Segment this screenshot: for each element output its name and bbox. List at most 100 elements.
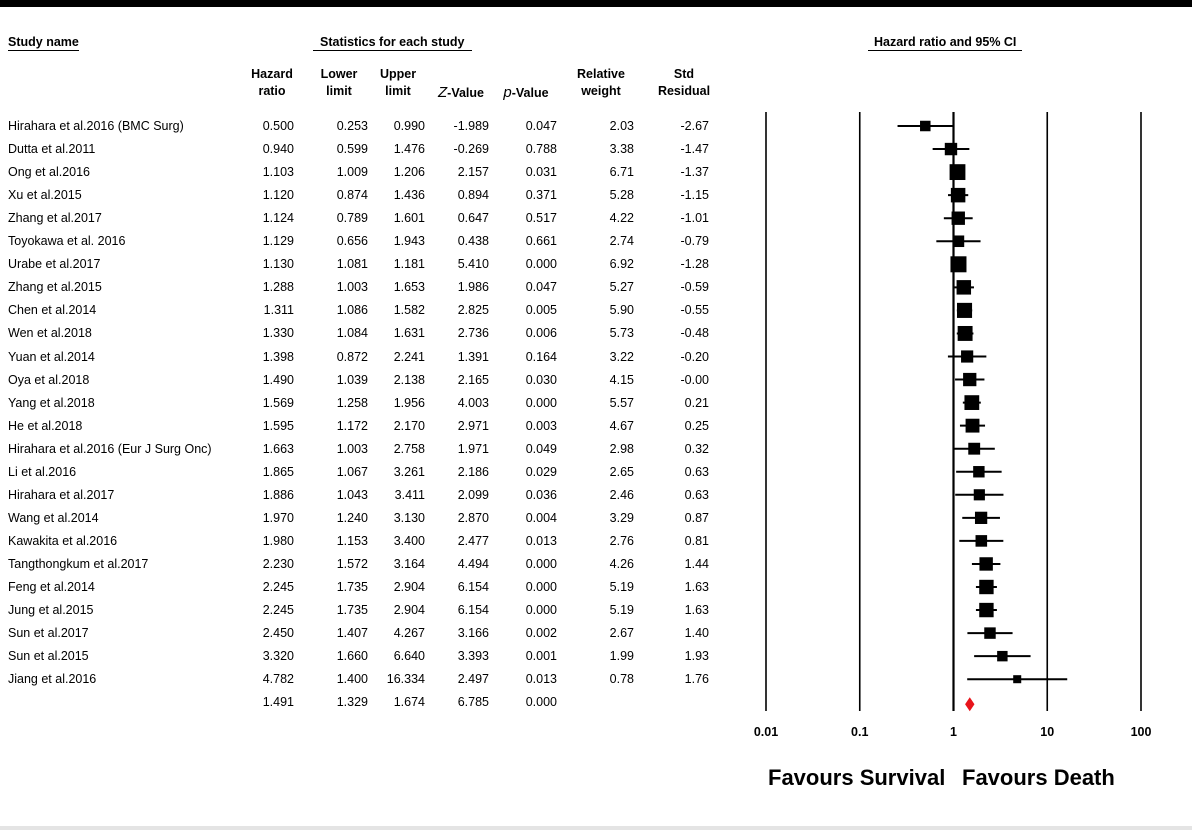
cell-hr: 1.288 — [262, 280, 294, 295]
cell-p: 0.029 — [525, 464, 557, 479]
cell-upper: 0.990 — [393, 119, 425, 133]
cell-resid: -1.01 — [680, 211, 710, 226]
cell-resid: -1.15 — [680, 188, 710, 203]
cell-upper: 2.170 — [393, 418, 425, 433]
cell-upper: 3.261 — [393, 464, 425, 479]
study-name: Tangthongkum et al.2017 — [8, 556, 149, 571]
cell-resid: -0.20 — [680, 349, 710, 364]
cell-z: 0.894 — [457, 188, 489, 203]
cell-p: 0.030 — [525, 372, 557, 387]
cell-z: 6.154 — [457, 580, 489, 594]
study-marker — [950, 256, 967, 273]
cell-hr: 1.886 — [262, 487, 294, 502]
column-header-resid: Std Residual — [644, 66, 724, 100]
cell-p: 0.047 — [525, 119, 557, 133]
study-marker — [975, 535, 988, 547]
study-name: Dutta et al.2011 — [8, 142, 96, 157]
cell-weight: 5.90 — [609, 303, 634, 318]
pooled-diamond — [965, 697, 975, 712]
column-header-z-symbol: Z — [438, 84, 448, 101]
column-header-lower-line1: Lower — [320, 67, 358, 81]
cell-p: 0.371 — [525, 188, 557, 203]
study-name: Xu et al.2015 — [8, 188, 82, 203]
cell-lower: 0.253 — [336, 119, 368, 133]
cell-weight: 3.29 — [609, 510, 634, 525]
study-marker — [974, 511, 988, 524]
cell-upper: 2.904 — [393, 603, 425, 618]
cell-upper: 2.904 — [393, 580, 425, 594]
cell-z: 2.825 — [457, 303, 489, 318]
cell-weight: 5.27 — [609, 280, 634, 295]
study-name-header: Study name — [8, 35, 79, 51]
cell-weight: 3.38 — [609, 142, 634, 157]
column-header-weight-line2: weight — [581, 84, 621, 98]
cell-lower: 1.172 — [336, 418, 368, 433]
cell-lower: 1.009 — [336, 165, 368, 180]
x-tick-label: 0.01 — [754, 725, 778, 739]
study-name: Toyokawa et al. 2016 — [8, 234, 126, 249]
cell-lower: 0.599 — [336, 142, 368, 157]
study-marker — [973, 466, 985, 478]
study-name: Urabe et al.2017 — [8, 257, 101, 272]
cell-upper: 2.758 — [393, 441, 425, 456]
cell-resid: 1.93 — [684, 649, 709, 664]
study-marker — [979, 557, 993, 571]
cell-p: 0.517 — [525, 211, 557, 226]
cell-hr: 1.569 — [262, 395, 294, 410]
cell-upper: 1.206 — [393, 165, 425, 180]
cell-p: 0.000 — [525, 257, 557, 272]
cell-hr: 1.103 — [262, 165, 294, 180]
study-marker — [951, 211, 965, 225]
study-marker — [963, 372, 977, 387]
favours-survival-label: Favours Survival — [768, 765, 946, 790]
cell-hr: 1.970 — [262, 510, 294, 525]
cell-hr: 2.450 — [262, 626, 294, 641]
cell-weight: 5.19 — [609, 603, 634, 618]
cell-weight: 3.22 — [609, 349, 634, 364]
cell-lower: 1.572 — [336, 556, 368, 571]
cell-hr: 2.230 — [262, 556, 294, 571]
cell-resid: -0.59 — [680, 280, 710, 295]
study-marker — [1013, 675, 1022, 684]
cell-lower: 0.656 — [336, 234, 368, 249]
column-header-z: Z-Value — [421, 84, 501, 102]
study-marker — [973, 489, 985, 501]
cell-p: 0.000 — [525, 556, 557, 571]
study-name: Sun et al.2017 — [8, 626, 89, 641]
cell-p: 0.004 — [525, 510, 557, 525]
summary-z: 6.785 — [457, 695, 489, 710]
cell-z: 4.494 — [457, 556, 489, 571]
cell-weight: 5.19 — [609, 580, 634, 594]
cell-p: 0.013 — [525, 533, 557, 548]
cell-p: 0.164 — [525, 349, 557, 364]
cell-resid: 0.25 — [684, 418, 709, 433]
cell-z: 4.003 — [457, 395, 489, 410]
cell-upper: 3.400 — [393, 533, 425, 548]
cell-resid: -1.28 — [680, 257, 710, 272]
cell-weight: 5.57 — [609, 395, 634, 410]
column-header-resid-line2: Residual — [657, 84, 711, 98]
cell-z: -0.269 — [453, 142, 489, 157]
cell-resid: 1.40 — [684, 626, 709, 641]
cell-p: 0.000 — [525, 580, 557, 594]
column-header-hr: Hazard ratio — [232, 66, 312, 100]
cell-resid: -1.37 — [680, 165, 710, 180]
cell-weight: 4.22 — [609, 211, 634, 226]
cell-resid: 1.63 — [684, 580, 709, 594]
column-header-hr-line1: Hazard — [251, 67, 293, 81]
cell-p: 0.006 — [525, 326, 557, 341]
cell-z: 2.157 — [457, 165, 489, 180]
cell-lower: 0.874 — [336, 188, 368, 203]
study-marker — [949, 164, 966, 181]
cell-upper: 1.601 — [393, 211, 425, 226]
summary-upper: 1.674 — [393, 695, 425, 710]
cell-hr: 2.245 — [262, 580, 294, 594]
cell-p: 0.000 — [525, 395, 557, 410]
study-name: Kawakita et al.2016 — [8, 533, 118, 548]
study-marker — [997, 650, 1008, 662]
cell-resid: -0.55 — [680, 303, 710, 318]
cell-z: 3.393 — [457, 649, 489, 664]
cell-p: 0.013 — [525, 672, 557, 687]
column-header-weight: Relative weight — [561, 66, 641, 100]
study-marker — [984, 627, 996, 639]
